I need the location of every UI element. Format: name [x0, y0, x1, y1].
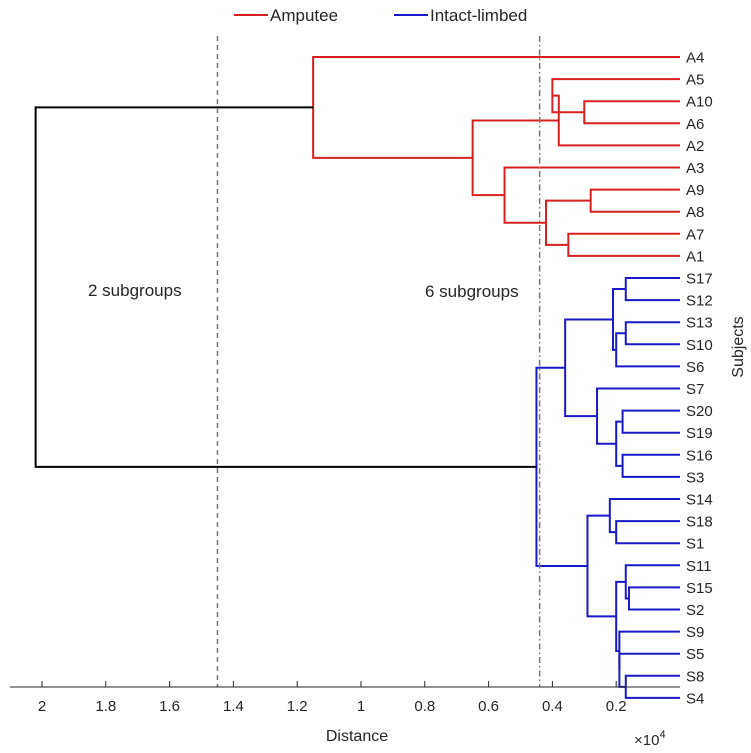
cut-lines: 2 subgroups 6 subgroups	[88, 36, 541, 687]
leaf-label-a9: A9	[686, 182, 704, 199]
link-a5-with-a10-a6	[551, 78, 680, 114]
link-a5-a2-with-a3-a1	[471, 119, 559, 197]
x-tick-label-1: 2	[38, 698, 46, 715]
x-tick-label-8: 0.6	[478, 698, 499, 715]
link-s15-with-s2	[627, 586, 680, 611]
leaf-label-s15: S15	[686, 580, 713, 597]
cut-line-label-2: 6 subgroups	[425, 282, 519, 301]
x-tick-label-3: 1.6	[159, 698, 180, 715]
link-s5-with-s8-s4	[618, 652, 680, 688]
leaf-label-s2: S2	[686, 602, 704, 619]
leaf-label-a7: A7	[686, 226, 704, 243]
x-tick-label-4: 1.4	[223, 698, 244, 715]
legend-label-2: Intact-limbed	[430, 6, 527, 25]
dendrogram-links	[34, 56, 680, 699]
leaf-label-a6: A6	[686, 116, 704, 133]
x-axis-exponent-power: 4	[659, 729, 665, 741]
x-axis: 2 1.8 1.6 1.4 1.2 1 0.8 0.6 0.4 0.2	[10, 681, 680, 715]
x-tick-label-9: 0.4	[542, 698, 563, 715]
leaf-label-s14: S14	[686, 492, 713, 509]
legend-label-1: Amputee	[270, 6, 338, 25]
link-a10-with-a6	[583, 100, 680, 125]
leaf-label-s11: S11	[686, 558, 712, 575]
link-s17-s12-with-s13-s10-s6	[612, 288, 626, 351]
leaf-label-a10: A10	[686, 94, 713, 111]
leaf-label-a1: A1	[686, 248, 704, 265]
link-s14-with-s18-s1	[608, 498, 680, 534]
x-axis-exponent: ×104	[634, 729, 666, 749]
x-tick-label-10: 0.2	[606, 698, 627, 715]
legend: Amputee Intact-limbed	[234, 6, 527, 25]
link-s11-with-s15-s2	[624, 564, 680, 600]
leaf-label-s8: S8	[686, 668, 704, 685]
leaf-label-a8: A8	[686, 204, 704, 221]
link-s13-with-s10	[624, 321, 680, 346]
x-tick-label-6: 1	[357, 698, 365, 715]
leaf-label-a5: A5	[686, 72, 704, 89]
leaf-label-s6: S6	[686, 359, 704, 376]
x-tick-label-7: 0.8	[414, 698, 435, 715]
leaf-label-s10: S10	[686, 337, 713, 354]
link-a5-a10-a6-with-a2	[552, 94, 680, 147]
link-a7-with-a1	[567, 232, 680, 257]
leaf-label-s3: S3	[686, 469, 704, 486]
link-a4-a1-with-s17-s4	[34, 106, 537, 468]
x-axis-exponent-base: ×10	[634, 732, 659, 749]
link-a9-with-a8	[589, 188, 680, 213]
leaf-label-s16: S16	[686, 447, 713, 464]
leaf-label-s20: S20	[686, 403, 713, 420]
leaf-label-s9: S9	[686, 624, 704, 641]
leaf-label-s5: S5	[686, 646, 704, 663]
y-axis-title: Subjects	[730, 316, 747, 377]
leaf-label-s13: S13	[686, 315, 713, 332]
leaf-label-a4: A4	[686, 50, 704, 67]
x-axis-title: Distance	[326, 728, 388, 745]
cut-line-label-1: 2 subgroups	[88, 281, 182, 300]
link-s17-with-s12	[624, 277, 680, 302]
x-tick-label-5: 1.2	[287, 698, 308, 715]
link-s17-s6-with-s7-s3	[564, 318, 614, 418]
link-s7-with-s20-s19-s16-s3	[596, 387, 680, 445]
link-a4-with-a5-a1	[312, 56, 680, 159]
link-s11-s15-s2-with-s9-s4	[615, 580, 626, 652]
link-s16-with-s3	[621, 453, 680, 478]
x-tick-label-2: 1.8	[95, 698, 116, 715]
leaf-label-s18: S18	[686, 514, 713, 531]
leaf-label-s12: S12	[686, 293, 713, 310]
link-s20-with-s19	[621, 409, 680, 434]
leaf-label-a2: A2	[686, 138, 704, 155]
leaf-label-s1: S1	[686, 536, 704, 553]
leaf-label-s19: S19	[686, 425, 713, 442]
leaf-label-a3: A3	[686, 160, 704, 177]
link-s14-s18-s1-with-s11-s4	[586, 514, 617, 618]
link-s9-with-s5-s8-s4	[618, 630, 680, 671]
leaf-label-s4: S4	[686, 690, 704, 707]
link-a3-with-a9-a8-a7-a1	[503, 166, 680, 224]
leaf-labels: A4 A5 A10 A6 A2 A3 A9 A8 A7 A1 S17 S12 S13 S10 S6 S7 S20…	[686, 50, 713, 708]
leaf-label-s17: S17	[686, 271, 713, 288]
link-s17-s3-with-s14-s4	[535, 366, 588, 567]
leaf-label-s7: S7	[686, 381, 704, 398]
link-s18-with-s1	[615, 520, 680, 545]
